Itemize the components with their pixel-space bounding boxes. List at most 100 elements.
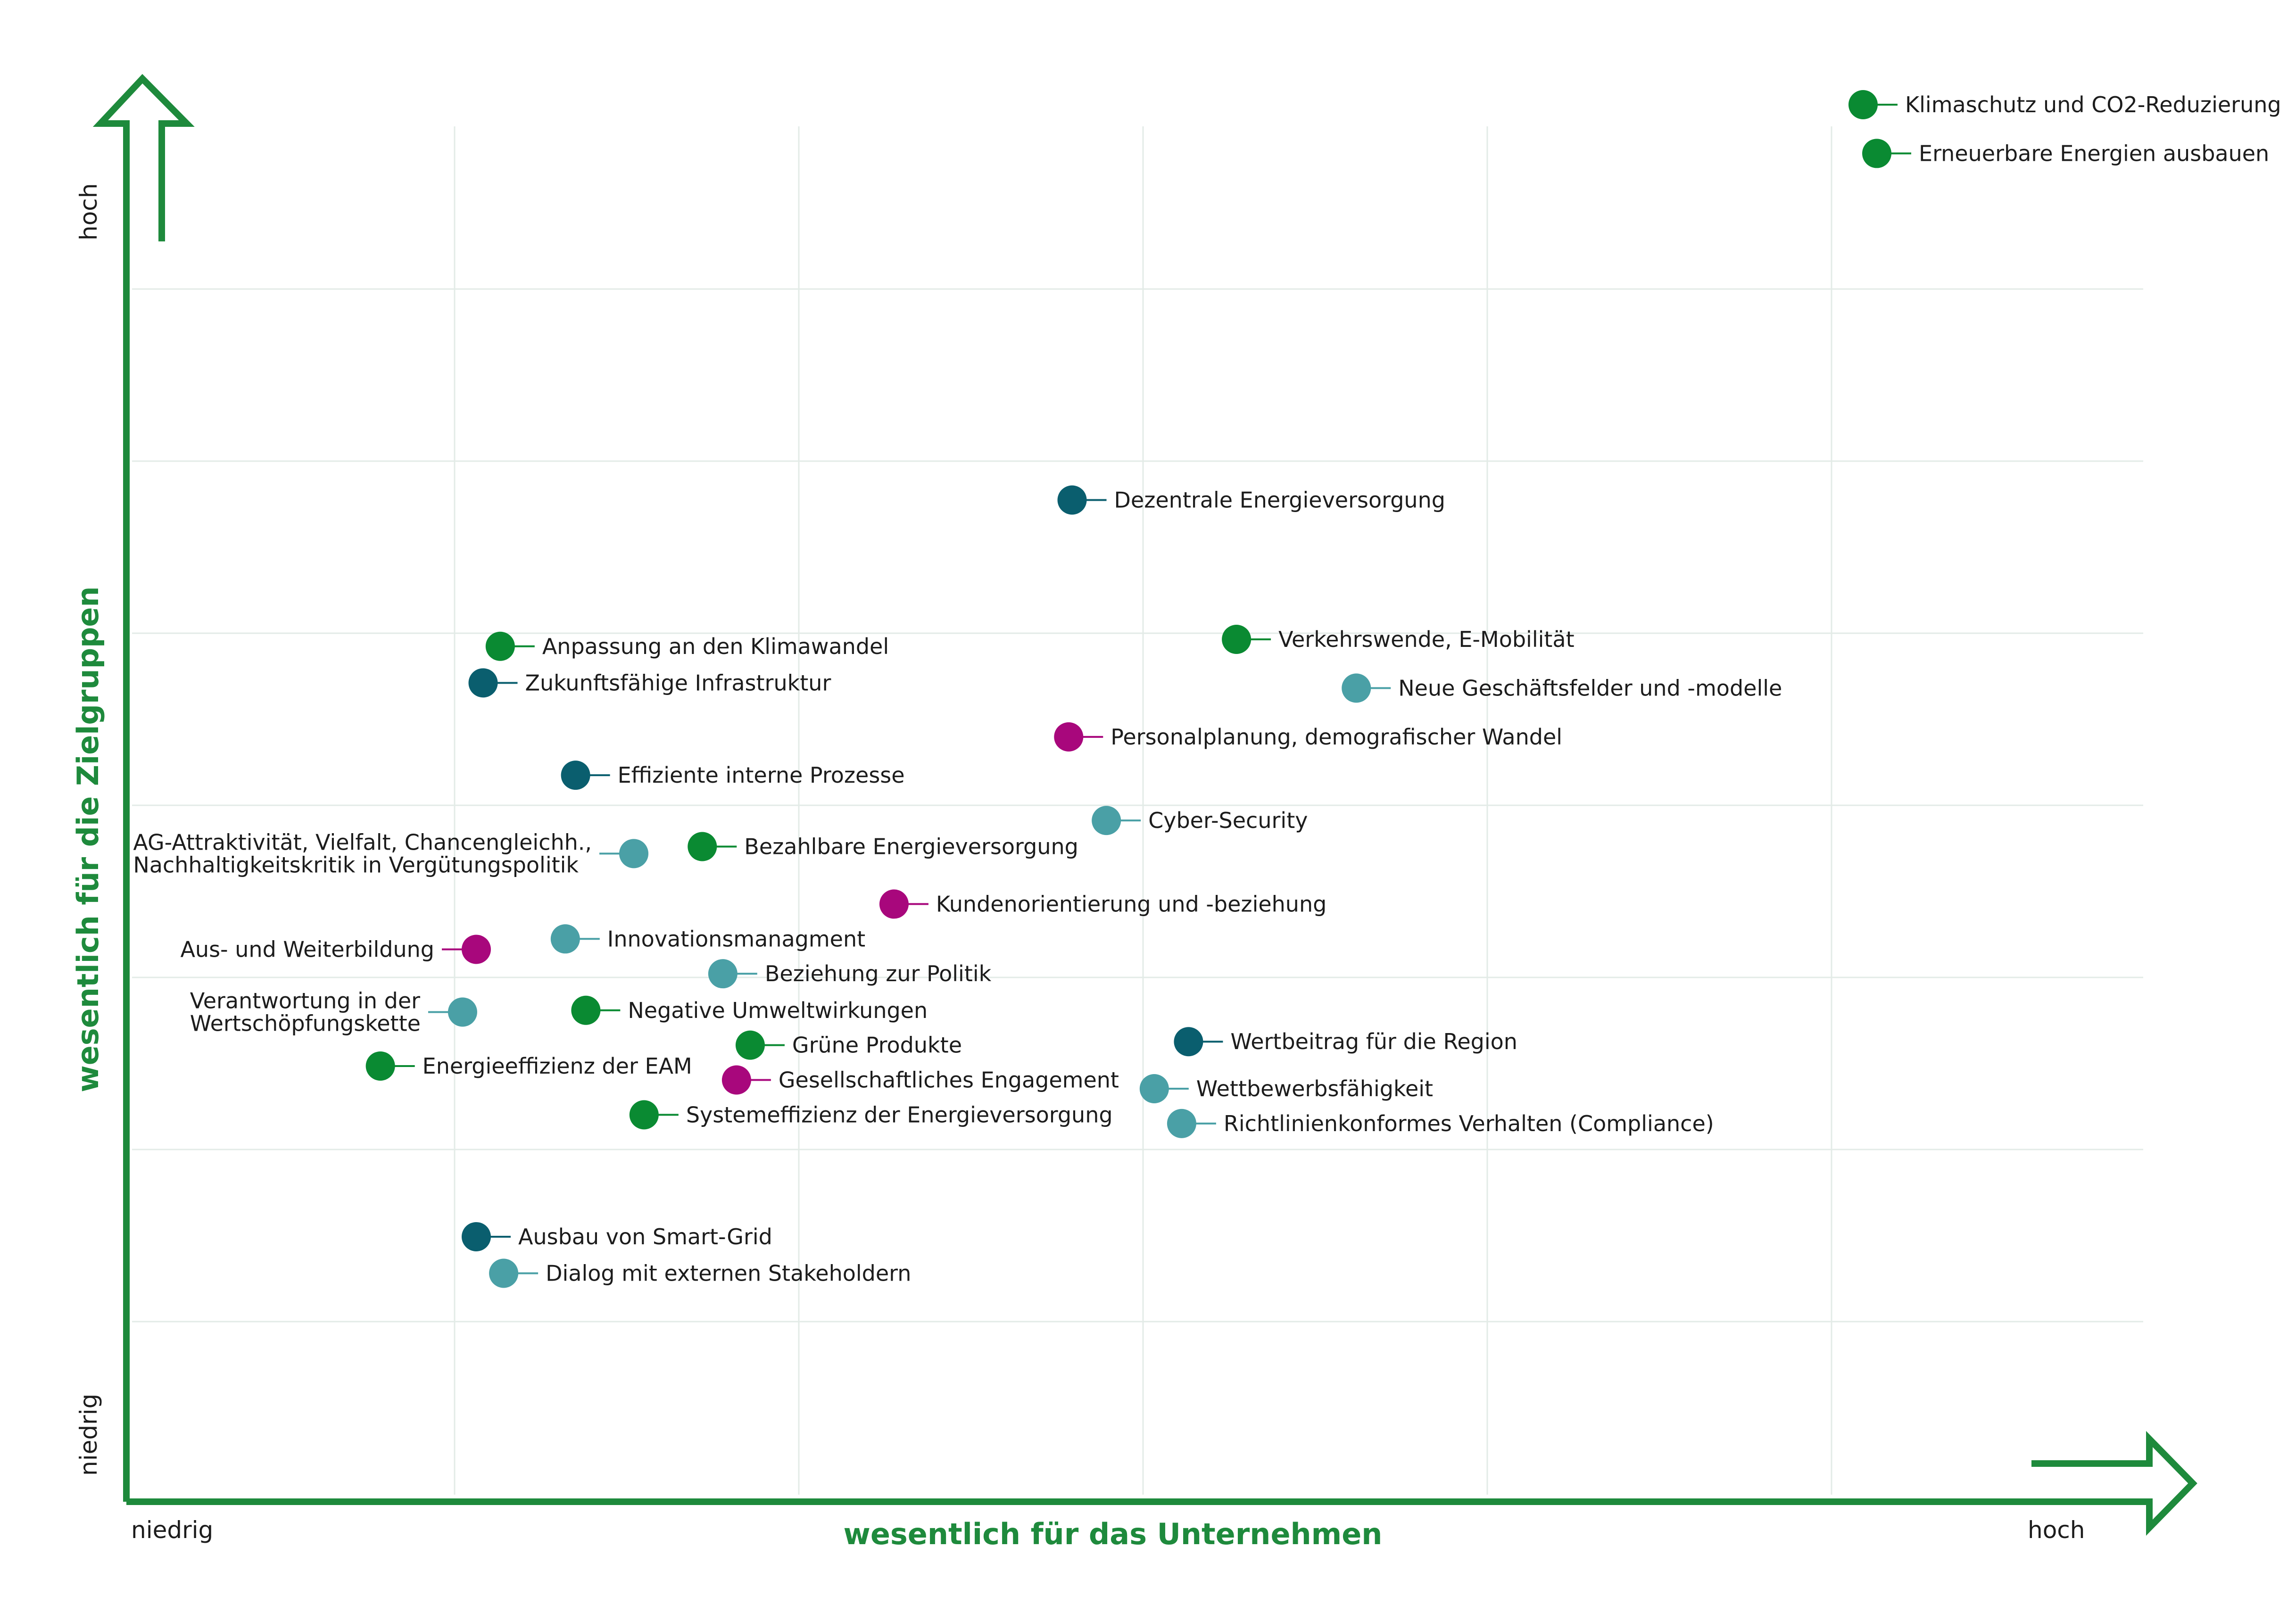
point-label-line: Verkehrswende, E-Mobilität <box>1278 627 1575 652</box>
point-label-line: Wertbeitrag für die Region <box>1230 1029 1517 1054</box>
data-point: Cyber-Security <box>1092 806 1308 835</box>
point-marker <box>1139 1074 1169 1103</box>
point-label-line: Kundenorientierung und -beziehung <box>936 891 1326 917</box>
point-label-line: Personalplanung, demografischer Wandel <box>1111 724 1562 750</box>
point-label: Grüne Produkte <box>792 1033 962 1058</box>
point-label: Kundenorientierung und -beziehung <box>936 891 1326 917</box>
point-label-line: Verantwortung in der <box>190 988 420 1013</box>
axis-labels: wesentlich für das Unternehmen wesentlic… <box>71 183 2085 1551</box>
data-point: Personalplanung, demografischer Wandel <box>1054 722 1562 752</box>
point-label-line: Energieeffizienz der EAM <box>423 1053 692 1079</box>
point-label: Ausbau von Smart-Grid <box>518 1224 772 1249</box>
point-label-line: Wettbewerbsfähigkeit <box>1196 1076 1433 1101</box>
data-point: Anpassung an den Klimawandel <box>485 631 889 661</box>
x-axis-low-label: niedrig <box>131 1516 213 1544</box>
point-label-line: Dezentrale Energieversorgung <box>1114 487 1445 513</box>
point-marker <box>489 1258 519 1288</box>
point-label: Innovationsmanagment <box>607 926 865 951</box>
data-point: Systemeffizienz der Energieversorgung <box>629 1100 1113 1130</box>
point-marker <box>708 959 738 989</box>
point-label-line: Richtlinienkonformes Verhalten (Complian… <box>1224 1111 1714 1136</box>
point-marker <box>1848 90 1878 119</box>
data-points: Klimaschutz und CO2-Reduzierung Erneuerba… <box>133 90 2281 1288</box>
point-label: Verkehrswende, E-Mobilität <box>1278 627 1575 652</box>
x-axis-arrow <box>126 1431 2197 1536</box>
data-point: Aus- und Weiterbildung <box>180 935 491 964</box>
point-label: Dialog mit externen Stakeholdern <box>546 1261 911 1286</box>
point-label-line: Nachhaltigkeitskritik in Vergütungspolit… <box>133 852 579 877</box>
point-label-line: Negative Umweltwirkungen <box>628 998 928 1023</box>
point-label: Gesellschaftliches Engagement <box>779 1067 1119 1093</box>
grid <box>132 126 2143 1495</box>
point-label-line: Anpassung an den Klimawandel <box>542 634 889 659</box>
point-label-line: Systemeffizienz der Energieversorgung <box>686 1102 1113 1127</box>
point-label: Bezahlbare Energieversorgung <box>744 834 1078 860</box>
point-marker <box>629 1100 659 1130</box>
point-label: Personalplanung, demografischer Wandel <box>1111 724 1562 750</box>
point-marker <box>1054 722 1084 752</box>
point-marker <box>735 1030 765 1060</box>
point-label-line: Grüne Produkte <box>792 1033 962 1058</box>
data-point: Bezahlbare Energieversorgung <box>688 832 1078 861</box>
point-marker <box>619 839 649 869</box>
point-marker <box>1342 673 1371 703</box>
point-label: Neue Geschäftsfelder und -modelle <box>1398 675 1782 701</box>
data-point: Zukunftsfähige Infrastruktur <box>468 668 831 698</box>
point-label: Aus- und Weiterbildung <box>180 936 434 962</box>
point-label: Systemeffizienz der Energieversorgung <box>686 1102 1113 1127</box>
point-label: Wettbewerbsfähigkeit <box>1196 1076 1433 1101</box>
point-marker <box>1862 139 1892 168</box>
point-label-line: Dialog mit externen Stakeholdern <box>546 1261 911 1286</box>
point-marker <box>448 997 477 1027</box>
data-point: Neue Geschäftsfelder und -modelle <box>1342 673 1782 703</box>
data-point: Kundenorientierung und -beziehung <box>879 889 1326 919</box>
point-label: AG-Attraktivität, Vielfalt, Chancengleic… <box>133 829 592 877</box>
data-point: Innovationsmanagment <box>550 924 865 954</box>
point-marker <box>721 1065 751 1095</box>
point-label-line: Cyber-Security <box>1148 808 1308 833</box>
data-point: Dezentrale Energieversorgung <box>1057 485 1445 515</box>
point-label: Zukunftsfähige Infrastruktur <box>525 670 831 695</box>
point-label: Energieeffizienz der EAM <box>423 1053 692 1079</box>
point-marker <box>1092 806 1121 835</box>
point-label: Erneuerbare Energien ausbauen <box>1919 141 2269 166</box>
axes <box>92 74 2197 1536</box>
point-label-line: Effiziente interne Prozesse <box>618 762 905 788</box>
data-point: Verkehrswende, E-Mobilität <box>1222 624 1575 654</box>
point-marker <box>468 668 498 698</box>
point-label: Cyber-Security <box>1148 808 1308 833</box>
point-label-line: Neue Geschäftsfelder und -modelle <box>1398 675 1782 701</box>
point-label-line: Ausbau von Smart-Grid <box>518 1224 772 1249</box>
data-point: Wertbeitrag für die Region <box>1174 1027 1517 1057</box>
x-axis-high-label: hoch <box>2028 1516 2085 1544</box>
y-axis-low-label: niedrig <box>75 1394 102 1476</box>
point-marker <box>1057 485 1087 515</box>
point-label: Klimaschutz und CO2-Reduzierung <box>1905 92 2281 117</box>
data-point: Beziehung zur Politik <box>708 959 992 989</box>
data-point: Verantwortung in der Wertschöpfungskette <box>190 988 477 1036</box>
point-marker <box>879 889 909 919</box>
point-label-line: Gesellschaftliches Engagement <box>779 1067 1119 1093</box>
data-point: Erneuerbare Energien ausbauen <box>1862 139 2269 168</box>
point-label: Negative Umweltwirkungen <box>628 998 928 1023</box>
point-label-line: Wertschöpfungskette <box>190 1010 421 1036</box>
point-marker <box>1167 1108 1196 1138</box>
data-point: Ausbau von Smart-Grid <box>461 1222 772 1251</box>
point-marker <box>550 924 580 954</box>
point-marker <box>571 995 601 1025</box>
point-marker <box>485 631 515 661</box>
point-label-line: Zukunftsfähige Infrastruktur <box>525 670 831 695</box>
point-marker <box>688 832 717 861</box>
point-label-line: Beziehung zur Politik <box>765 961 992 986</box>
y-axis-arrow <box>92 74 195 1502</box>
point-label: Beziehung zur Politik <box>765 961 992 986</box>
data-point: AG-Attraktivität, Vielfalt, Chancengleic… <box>133 829 649 877</box>
y-axis-high-label: hoch <box>75 183 102 240</box>
point-marker <box>1174 1027 1203 1057</box>
data-point: Energieeffizienz der EAM <box>365 1051 692 1081</box>
data-point: Gesellschaftliches Engagement <box>721 1065 1119 1095</box>
point-label-line: Erneuerbare Energien ausbauen <box>1919 141 2269 166</box>
point-label: Dezentrale Energieversorgung <box>1114 487 1445 513</box>
y-axis-title: wesentlich für die Zielgruppen <box>71 586 105 1092</box>
